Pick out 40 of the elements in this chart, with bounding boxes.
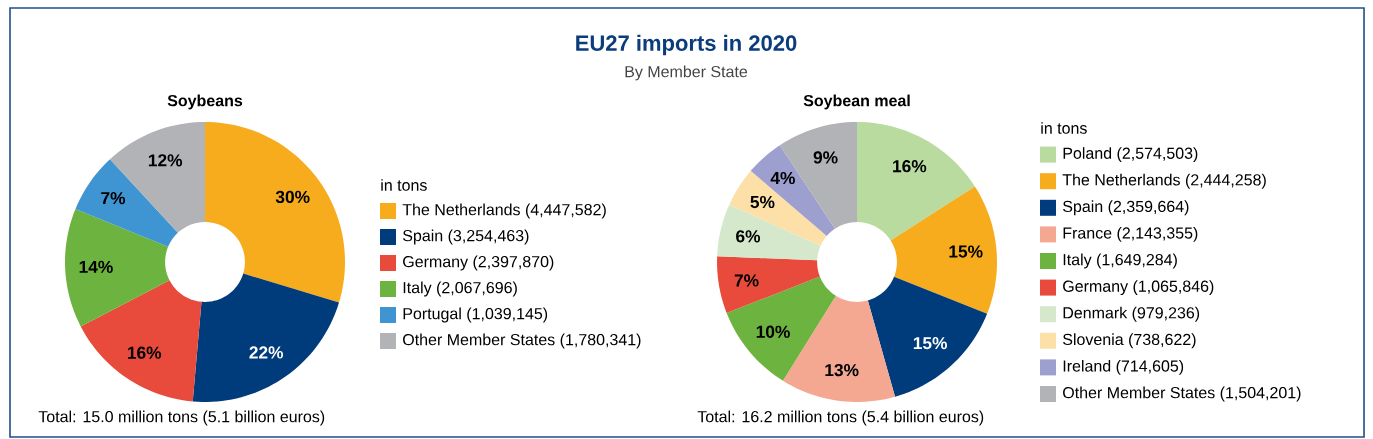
legend-label: Other Member States (1,504,201) — [1063, 386, 1301, 402]
data-label: 12% — [148, 154, 183, 167]
data-label: 9% — [813, 151, 838, 164]
legend-label: The Netherlands (2,444,258) — [1062, 173, 1266, 189]
data-label: 16% — [127, 346, 162, 359]
legend-label: Denmark (979,236) — [1063, 306, 1200, 322]
text: Total: 16.2 million tons (5.4 billion euros) — [697, 410, 984, 426]
legend-label: Spain (2,359,664) — [1063, 200, 1189, 216]
data-label: 15% — [913, 336, 947, 350]
legend-label: Germany (2,397,870) — [403, 255, 554, 271]
data-label: 4% — [770, 171, 795, 185]
legend-label: Ireland (714,605) — [1063, 359, 1184, 375]
data-label: 7% — [101, 192, 126, 205]
legend-label: Italy (2,067,696) — [403, 281, 517, 297]
chart-title: Soybean meal — [803, 94, 910, 110]
legend-label: The Netherlands (4,447,582) — [402, 203, 606, 219]
data-label: 7% — [734, 274, 759, 287]
data-label: 6% — [736, 230, 761, 243]
legend-label: Italy (1,649,284) — [1063, 253, 1177, 269]
data-label: 13% — [825, 363, 859, 377]
legend-label: Portugal (1,039,145) — [403, 307, 548, 323]
text: By Member State — [625, 65, 748, 81]
legend-label: France (2,143,355) — [1063, 226, 1198, 242]
data-label: 22% — [249, 346, 284, 359]
data-label: 5% — [750, 195, 775, 209]
legend-label: Poland (2,574,503) — [1063, 147, 1198, 163]
text: Total: 15.0 million tons (5.1 billion euros) — [38, 410, 325, 426]
legend-label: Other Member States (1,780,341) — [403, 333, 641, 349]
legend-label: Germany (1,065,846) — [1063, 280, 1214, 296]
legend-title: in tons — [1041, 122, 1087, 134]
text: EU27 imports in 2020 — [576, 34, 797, 56]
legend-label: Spain (3,254,463) — [403, 229, 529, 245]
chart-title: Soybeans — [167, 94, 243, 110]
data-label: 16% — [893, 160, 927, 173]
data-label: 15% — [949, 245, 983, 258]
data-label: 30% — [275, 190, 310, 204]
data-label: 14% — [79, 260, 113, 273]
legend-label: Slovenia (738,622) — [1063, 333, 1196, 349]
data-label: 10% — [756, 325, 790, 338]
legend-title: in tons — [381, 179, 427, 191]
